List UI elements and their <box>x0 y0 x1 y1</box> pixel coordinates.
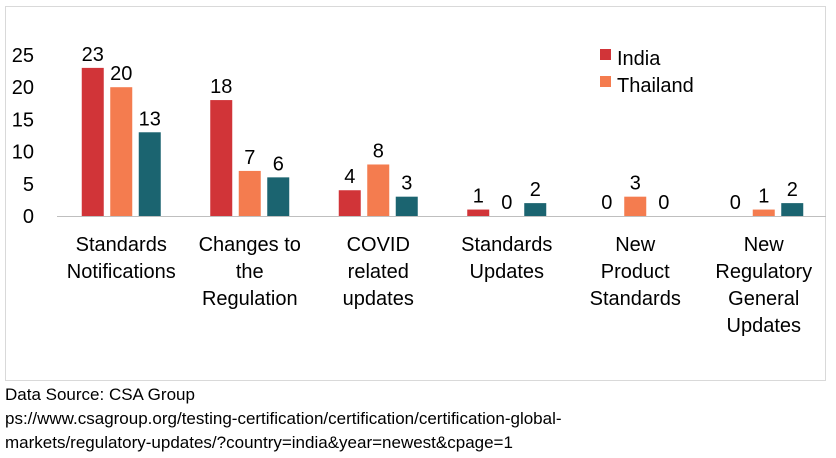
x-category-label: New <box>615 234 656 256</box>
data-label: 20 <box>110 63 132 85</box>
bar <box>624 196 647 216</box>
data-label: 0 <box>658 192 669 214</box>
data-source-label: Data Source: CSA Group <box>5 385 195 404</box>
x-category-label: related <box>348 261 409 283</box>
y-tick-label: 0 <box>23 206 34 228</box>
x-category-label: Regulatory <box>715 261 812 283</box>
legend-swatch <box>600 76 611 87</box>
y-tick-label: 20 <box>12 77 34 99</box>
x-category-label: Regulation <box>202 288 298 310</box>
legend-swatch <box>600 49 611 60</box>
data-label: 6 <box>273 153 284 175</box>
bar <box>338 190 361 216</box>
data-label: 1 <box>758 186 769 208</box>
data-label: 2 <box>787 179 798 201</box>
bar <box>210 100 233 216</box>
data-label: 0 <box>730 192 741 214</box>
legend-label: India <box>617 48 661 70</box>
data-label: 0 <box>601 192 612 214</box>
bar <box>81 67 104 216</box>
data-label: 8 <box>373 140 384 162</box>
x-category-label: Standards <box>76 234 167 256</box>
data-label: 23 <box>82 44 104 66</box>
x-category-label: New <box>744 234 785 256</box>
bar <box>267 177 290 216</box>
x-category-label: updates <box>343 288 414 310</box>
bar <box>110 87 133 216</box>
x-category-label: Notifications <box>67 261 176 283</box>
bar <box>781 203 804 216</box>
bar <box>238 170 261 216</box>
y-tick-label: 15 <box>12 109 34 131</box>
x-category-label: Updates <box>470 261 545 283</box>
y-tick-label: 25 <box>12 45 34 67</box>
data-label: 3 <box>630 173 641 195</box>
data-source-url-line-1: ps://www.csagroup.org/testing-certificat… <box>5 409 562 428</box>
x-category-label: Standards <box>590 288 681 310</box>
data-label: 7 <box>244 147 255 169</box>
bar <box>395 196 418 216</box>
data-label: 13 <box>139 108 161 130</box>
bar <box>752 209 775 216</box>
x-category-label: Updates <box>727 315 802 337</box>
y-tick-label: 10 <box>12 142 34 164</box>
bar <box>467 209 490 216</box>
x-category-label: General <box>728 288 799 310</box>
x-category-label: Standards <box>461 234 552 256</box>
data-label: 18 <box>210 76 232 98</box>
data-source-url-line-2: markets/regulatory-updates/?country=indi… <box>5 433 513 452</box>
x-category-label: Changes to <box>199 234 301 256</box>
data-label: 1 <box>473 186 484 208</box>
bar <box>138 132 161 216</box>
data-label: 4 <box>344 166 355 188</box>
legend-label: Thailand <box>617 75 694 97</box>
data-label: 0 <box>501 192 512 214</box>
bar <box>524 203 547 216</box>
x-category-label: Product <box>601 261 670 283</box>
x-category-label: COVID <box>347 234 410 256</box>
data-label: 3 <box>401 173 412 195</box>
bar <box>367 164 390 216</box>
x-category-label: the <box>236 261 264 283</box>
y-tick-label: 5 <box>23 174 34 196</box>
chart-frame <box>5 6 826 381</box>
data-label: 2 <box>530 179 541 201</box>
